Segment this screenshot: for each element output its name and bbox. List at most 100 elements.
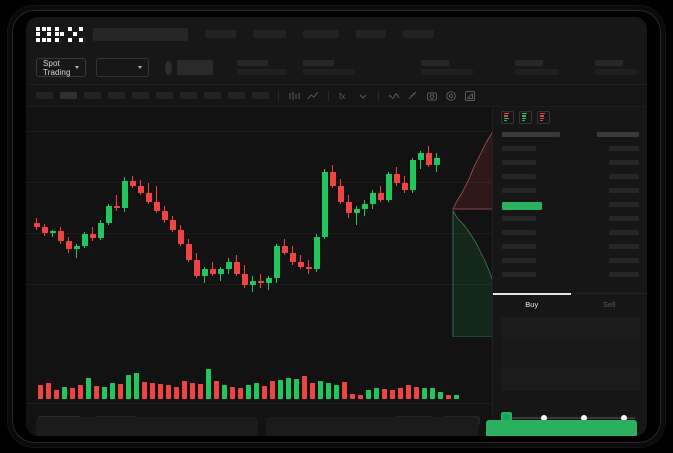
- candle-body: [289, 252, 296, 263]
- slider-marker-75[interactable]: [621, 414, 627, 421]
- nav-item-0[interactable]: [204, 30, 236, 38]
- orderbook-row-right[interactable]: [609, 146, 639, 151]
- trading-pair-select[interactable]: [95, 58, 149, 77]
- both-sides-mode-icon[interactable]: [501, 110, 514, 124]
- orderbook-row-left[interactable]: [502, 258, 536, 263]
- candle-body: [361, 204, 368, 209]
- candle-body: [169, 220, 176, 230]
- volume-bar: [269, 381, 275, 399]
- candlestick-chart-icon[interactable]: [288, 90, 300, 102]
- candle-body: [161, 211, 168, 221]
- orderbook-row-right[interactable]: [609, 174, 639, 179]
- timeframe-9[interactable]: [252, 92, 269, 99]
- market-subheader: Spot Trading: [26, 51, 647, 85]
- volume-bar: [445, 394, 451, 399]
- buy-only-mode-icon[interactable]: [519, 110, 532, 124]
- tab-buy[interactable]: Buy: [493, 293, 571, 315]
- timeframe-2[interactable]: [84, 92, 101, 99]
- search-input[interactable]: [92, 27, 188, 41]
- orderbook-row-right[interactable]: [609, 230, 639, 235]
- orderbook-row-left[interactable]: [502, 216, 536, 221]
- orderbook-row-right[interactable]: [609, 202, 639, 207]
- candle-body: [209, 269, 216, 274]
- nav-item-3[interactable]: [355, 30, 386, 38]
- orderbook-highlight-row[interactable]: [502, 202, 542, 210]
- timeframe-4[interactable]: [132, 92, 149, 99]
- chevron-down-icon[interactable]: [357, 90, 369, 102]
- volume-bar: [181, 381, 187, 399]
- orderbook-row-right[interactable]: [597, 132, 639, 137]
- candlestick-chart[interactable]: [26, 107, 492, 329]
- candle-body: [185, 243, 192, 260]
- timeframe-6[interactable]: [180, 92, 197, 99]
- nav-item-1[interactable]: [252, 30, 286, 38]
- volume-bar: [157, 384, 163, 399]
- orderbook-row-right[interactable]: [609, 244, 639, 249]
- volume-bar: [85, 377, 91, 399]
- volume-bar: [453, 395, 459, 399]
- candle-body: [337, 185, 344, 202]
- line-chart-icon[interactable]: [307, 90, 319, 102]
- orderbook-row-right[interactable]: [609, 258, 639, 263]
- volume-bar: [61, 386, 67, 399]
- okx-logo-icon[interactable]: [36, 26, 83, 42]
- sell-only-mode-icon[interactable]: [537, 110, 550, 124]
- fullscreen-icon[interactable]: [464, 90, 476, 102]
- order-panel: Buy Sell: [492, 107, 647, 436]
- volume-bar: [229, 386, 235, 399]
- candle-body: [265, 278, 272, 284]
- volume-bar: [77, 384, 83, 399]
- slider-marker-25[interactable]: [541, 414, 547, 421]
- orderbook-row-left[interactable]: [502, 146, 536, 151]
- order-amount-field[interactable]: [501, 342, 640, 366]
- candle-wick: [116, 194, 117, 212]
- orderbook-row-left[interactable]: [502, 160, 536, 165]
- candle-body: [105, 206, 112, 223]
- price-chart-pane[interactable]: [26, 107, 504, 436]
- orderbook-row-right[interactable]: [609, 160, 639, 165]
- volume-bar: [429, 388, 435, 399]
- timeframe-1[interactable]: [60, 92, 77, 99]
- orderbook-row-right[interactable]: [609, 188, 639, 193]
- volume-bar: [45, 383, 51, 399]
- volume-bar: [101, 386, 107, 399]
- candle-body: [297, 262, 304, 267]
- footer-card-0[interactable]: [36, 417, 258, 436]
- timeframe-3[interactable]: [108, 92, 125, 99]
- wave-icon[interactable]: [388, 90, 400, 102]
- tab-sell[interactable]: Sell: [602, 300, 616, 309]
- timeframe-0[interactable]: [36, 92, 53, 99]
- candle-body: [225, 262, 232, 270]
- candle-body: [241, 273, 248, 286]
- orderbook-row-left[interactable]: [502, 188, 536, 193]
- orderbook-row-left[interactable]: [502, 244, 536, 249]
- indicators-icon[interactable]: fx: [338, 90, 350, 102]
- camera-icon[interactable]: [426, 90, 438, 102]
- order-price-field[interactable]: [501, 317, 640, 341]
- order-total-field[interactable]: [501, 367, 640, 391]
- slider-marker-50[interactable]: [581, 414, 587, 421]
- timeframe-5[interactable]: [156, 92, 173, 99]
- spot-trading-button[interactable]: Spot Trading: [36, 58, 86, 77]
- orderbook-row-left[interactable]: [502, 230, 536, 235]
- footer-card-row: [36, 417, 637, 436]
- candle-body: [33, 222, 40, 228]
- orderbook-row-left[interactable]: [502, 272, 536, 277]
- candle-body: [81, 234, 88, 246]
- orderbook-row-right[interactable]: [609, 272, 639, 277]
- footer-card-1[interactable]: [266, 417, 478, 436]
- order-book[interactable]: [493, 129, 647, 289]
- timeframe-8[interactable]: [228, 92, 245, 99]
- volume-bar: [381, 389, 387, 399]
- orderbook-row-left[interactable]: [502, 174, 536, 179]
- orderbook-row-left[interactable]: [502, 132, 560, 137]
- nav-item-2[interactable]: [302, 30, 339, 38]
- orderbook-row-right[interactable]: [609, 216, 639, 221]
- place-order-button[interactable]: [486, 420, 637, 436]
- ruler-icon[interactable]: [407, 90, 419, 102]
- nav-item-4[interactable]: [402, 30, 434, 38]
- timeframe-7[interactable]: [204, 92, 221, 99]
- candle-body: [329, 171, 336, 186]
- settings-icon[interactable]: [445, 90, 457, 102]
- candle-body: [201, 269, 208, 277]
